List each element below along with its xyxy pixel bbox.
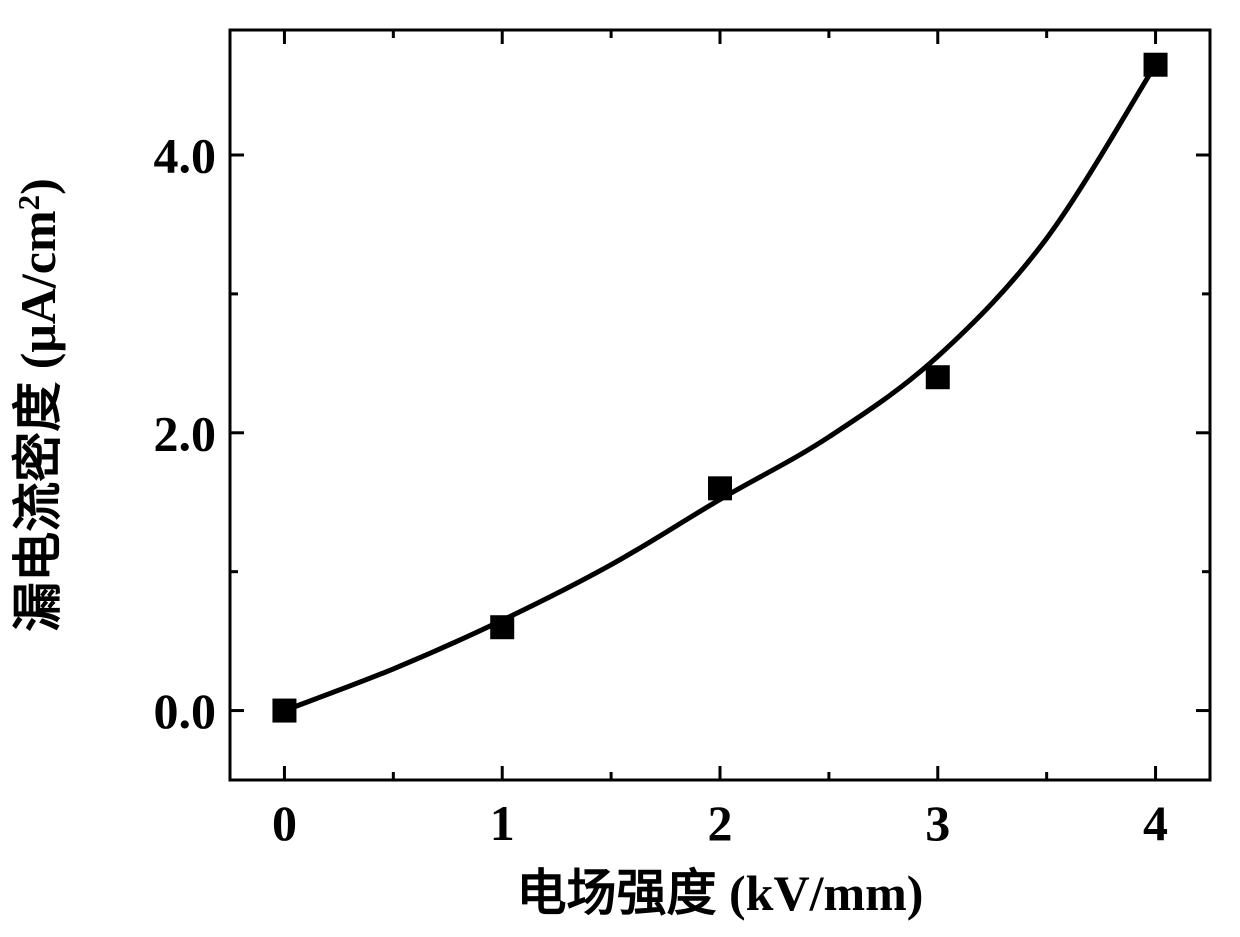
x-tick-label: 0 — [272, 795, 297, 851]
x-tick-label: 1 — [490, 795, 515, 851]
data-marker — [272, 699, 296, 723]
y-tick-label: 2.0 — [154, 405, 217, 461]
y-axis-label: 漏电流密度 (μA/cm2) — [10, 178, 66, 632]
y-tick-label: 0.0 — [154, 683, 217, 739]
chart-container: 0 1 2 3 4 0.0 2.0 4.0 电场强度 (kV/mm) 漏电流密度 (μA/cm2) — [0, 0, 1240, 937]
x-tick-label: 3 — [925, 795, 950, 851]
x-tick-label: 2 — [708, 795, 733, 851]
chart-svg: 0 1 2 3 4 0.0 2.0 4.0 电场强度 (kV/mm) 漏电流密度 (μA/cm2) — [0, 0, 1240, 937]
y-tick-label: 4.0 — [154, 128, 217, 184]
data-marker — [490, 615, 514, 639]
x-axis-label: 电场强度 (kV/mm) — [517, 865, 924, 921]
x-tick-label: 4 — [1143, 795, 1168, 851]
data-marker — [926, 365, 950, 389]
data-marker — [1144, 53, 1168, 77]
data-marker — [708, 476, 732, 500]
